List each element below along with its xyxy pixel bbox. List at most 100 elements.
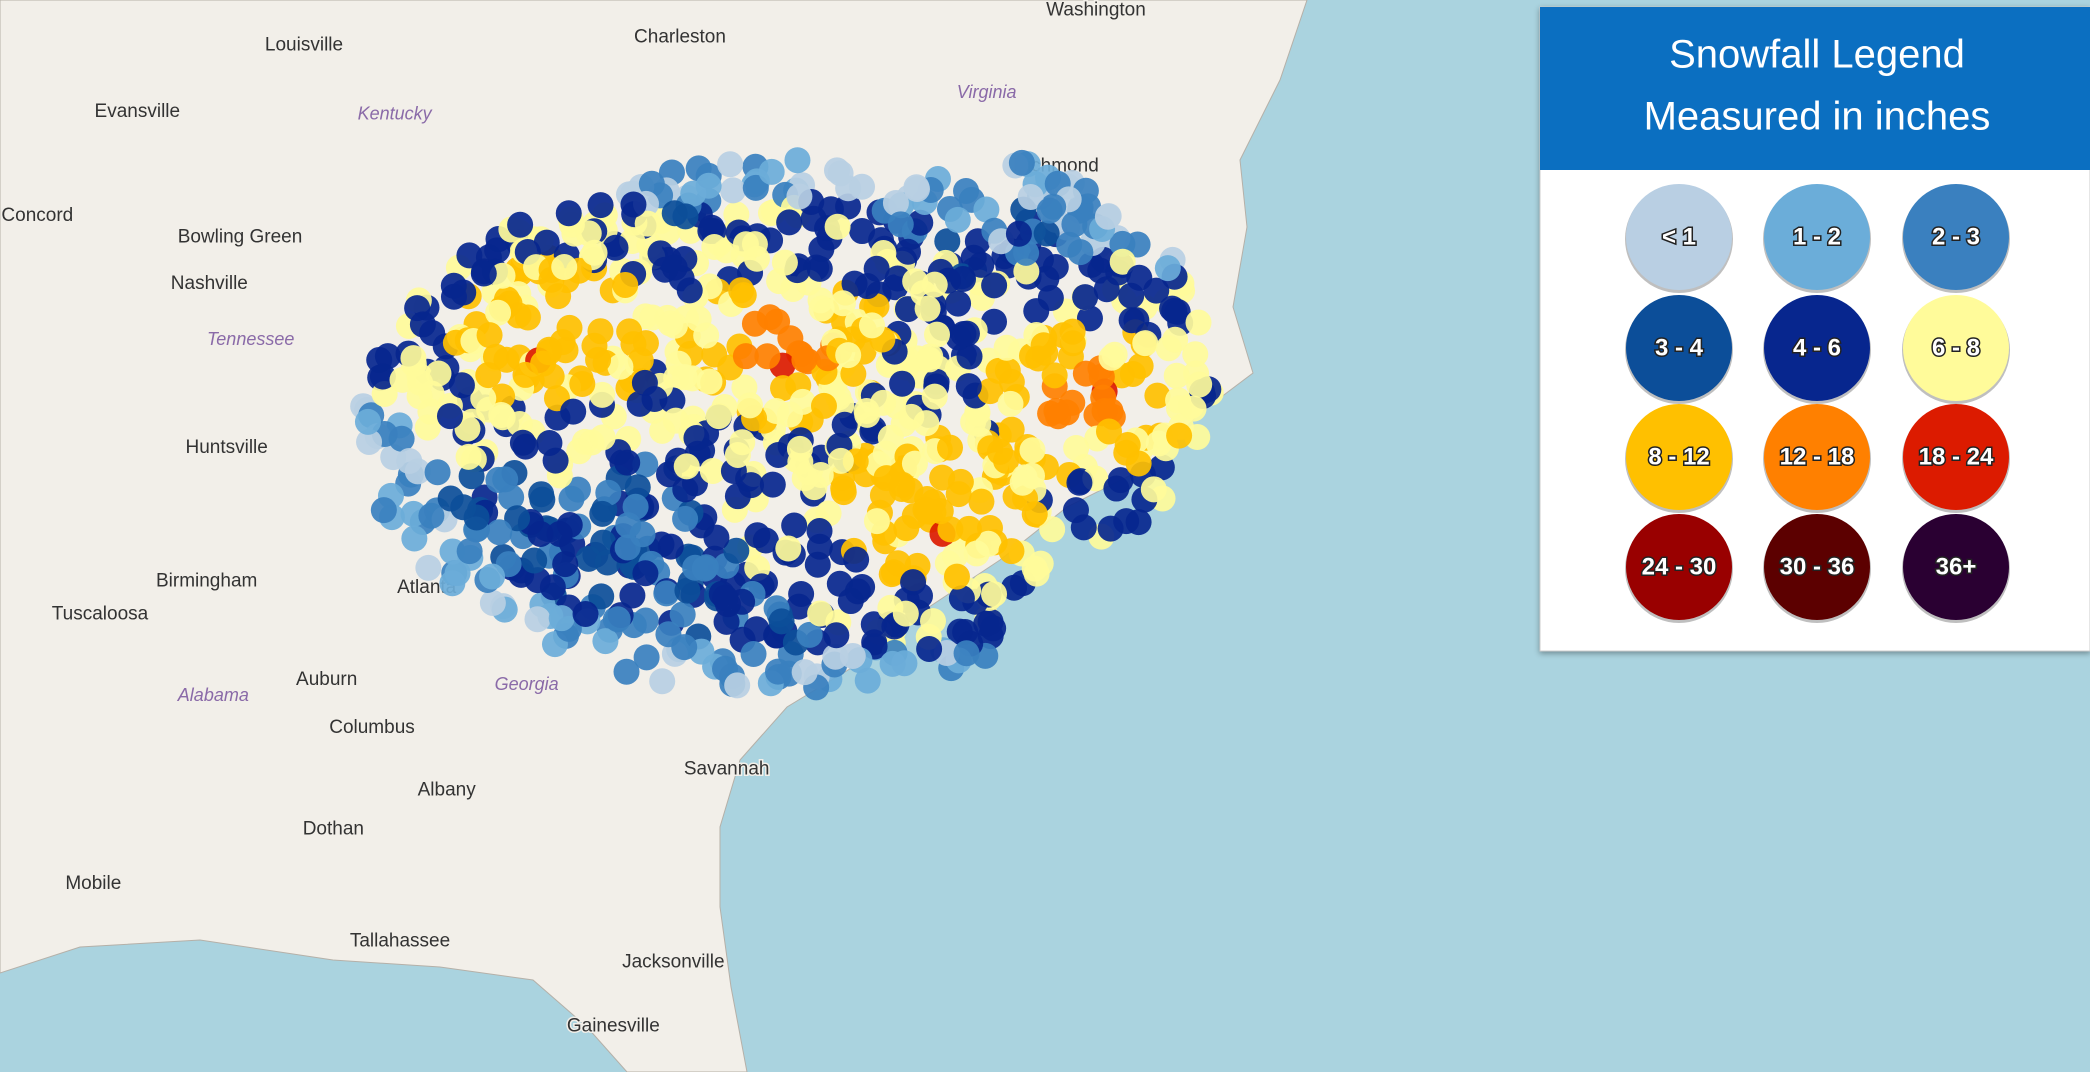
snow-dot [758, 158, 785, 185]
snow-dot [581, 239, 608, 266]
snow-dot [354, 408, 381, 435]
legend-label: 30 - 36 [1780, 553, 1855, 580]
snow-dot [698, 214, 725, 241]
snow-dot [776, 209, 803, 236]
legend-label: 24 - 30 [1642, 553, 1717, 580]
snow-dot [1008, 149, 1035, 176]
region-label: Alabama [177, 685, 249, 705]
snow-dot [696, 368, 723, 395]
snow-dot [632, 330, 659, 357]
snow-dot [914, 295, 941, 322]
snow-dot [672, 505, 699, 532]
snow-dot [981, 581, 1008, 608]
snow-dot [950, 265, 977, 292]
snow-dot [724, 441, 751, 468]
snow-dot [470, 385, 497, 412]
snow-dot [1059, 318, 1086, 345]
snow-dot [879, 650, 906, 677]
snow-dot [607, 353, 634, 380]
snow-dot [485, 299, 512, 326]
snow-dot [703, 524, 730, 551]
snow-dot [479, 589, 506, 616]
snow-dot [415, 554, 442, 581]
snow-dot [1162, 326, 1189, 353]
snow-dot [569, 371, 596, 398]
snow-dot [592, 628, 619, 655]
snow-dot [1013, 258, 1040, 285]
legend-label: 18 - 24 [1919, 443, 1994, 470]
place-label: Auburn [296, 669, 357, 690]
snow-dot [524, 606, 551, 633]
snow-dot [615, 512, 642, 539]
snow-dot [997, 390, 1024, 417]
snow-dot [414, 414, 441, 441]
place-label: Huntsville [185, 437, 267, 458]
snow-dot [1036, 197, 1063, 224]
snow-dot [1072, 284, 1099, 311]
legend-label: 6 - 8 [1932, 334, 1980, 361]
snow-dot [740, 640, 767, 667]
snow-dot [916, 635, 943, 662]
place-label: Bowling Green [178, 226, 303, 247]
snow-dot [548, 605, 575, 632]
snow-dot [934, 228, 961, 255]
snow-dot [981, 272, 1008, 299]
snow-dot [849, 218, 876, 245]
legend-swatch [1764, 184, 1870, 290]
snow-dot [476, 322, 503, 349]
snow-dot [835, 342, 862, 369]
snow-dot [558, 485, 585, 512]
snow-dot [1066, 469, 1093, 496]
snow-dot [458, 463, 485, 490]
snow-dot [673, 453, 700, 480]
snow-dot [649, 417, 676, 444]
place-label: Birmingham [156, 570, 257, 591]
snow-dot [388, 425, 415, 452]
snow-dot [685, 306, 712, 333]
snow-dot [705, 403, 732, 430]
snow-dot [929, 464, 956, 491]
snow-dot [873, 465, 900, 492]
snow-dot [902, 268, 929, 295]
snow-dot [649, 668, 676, 695]
snow-dot [527, 520, 554, 547]
snow-dot [973, 196, 1000, 223]
legend-label: 36+ [1936, 553, 1977, 580]
snow-dot [1163, 362, 1190, 389]
snow-dot [676, 277, 703, 304]
snow-dot [985, 357, 1012, 384]
legend-subtitle: Measured in inches [1644, 95, 1991, 139]
snow-dot [419, 319, 446, 346]
snow-dot [1165, 387, 1192, 414]
snow-dot [776, 401, 803, 428]
snow-dot [631, 369, 658, 396]
snow-dot [674, 577, 701, 604]
snow-dot [806, 518, 833, 545]
snow-dot [504, 505, 531, 532]
legend-swatch [1626, 404, 1732, 510]
snow-dot [1140, 476, 1167, 503]
snow-dot [1059, 389, 1086, 416]
snow-dot [699, 457, 726, 484]
snow-dot [587, 192, 614, 219]
snow-dot [479, 563, 506, 590]
snow-dot [732, 343, 759, 370]
snow-dot [713, 608, 740, 635]
snow-dot [937, 434, 964, 461]
snow-dot [556, 314, 583, 341]
snow-dot [389, 366, 416, 393]
snow-dot [943, 563, 970, 590]
snow-dot [424, 459, 451, 486]
snow-dot [671, 364, 698, 391]
snow-dot [602, 234, 629, 261]
snow-dot [486, 519, 513, 546]
snow-dot [942, 542, 969, 569]
legend-label: 2 - 3 [1932, 223, 1980, 250]
snow-dot [470, 260, 497, 287]
snow-dot [754, 343, 781, 370]
snow-dot [968, 251, 995, 278]
region-label: Georgia [495, 674, 559, 694]
snow-dot [585, 346, 612, 373]
snow-dot [830, 475, 857, 502]
